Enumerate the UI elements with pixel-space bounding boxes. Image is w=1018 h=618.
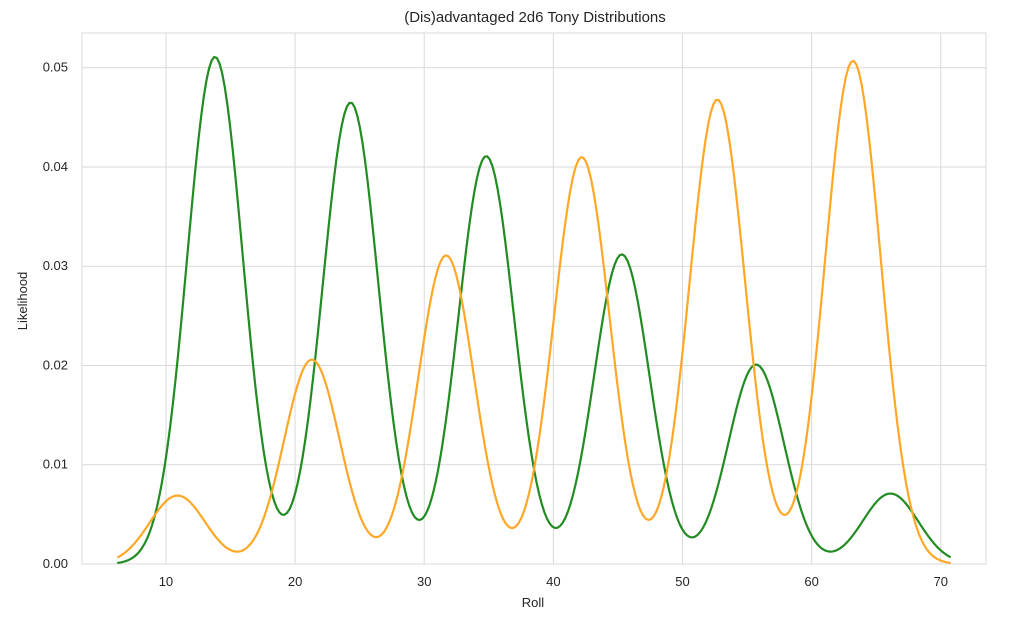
x-tick-label: 50 [675,574,689,589]
x-tick-label: 60 [804,574,818,589]
x-tick-labels: 10 20 30 40 50 60 70 [159,574,948,589]
x-tick-label: 70 [934,574,948,589]
x-tick-label: 40 [546,574,560,589]
y-tick-label: 0.05 [43,60,68,75]
y-tick-label: 0.03 [43,258,68,273]
series-group [117,55,951,564]
series-line-1 [117,59,951,564]
series-line-0 [117,55,951,564]
y-tick-label: 0.01 [43,457,68,472]
y-tick-label: 0.04 [43,159,68,174]
y-tick-label: 0.00 [43,556,68,571]
grid [81,32,987,565]
x-tick-label: 10 [159,574,173,589]
x-tick-label: 30 [417,574,431,589]
x-axis-label: Roll [522,595,545,610]
plot-frame [81,32,987,565]
y-tick-labels: 0.00 0.01 0.02 0.03 0.04 0.05 [43,60,68,571]
chart-title: (Dis)advantaged 2d6 Tony Distributions [404,9,666,26]
y-tick-label: 0.02 [43,357,68,372]
y-axis-label: Likelihood [15,272,30,331]
x-tick-label: 20 [288,574,302,589]
